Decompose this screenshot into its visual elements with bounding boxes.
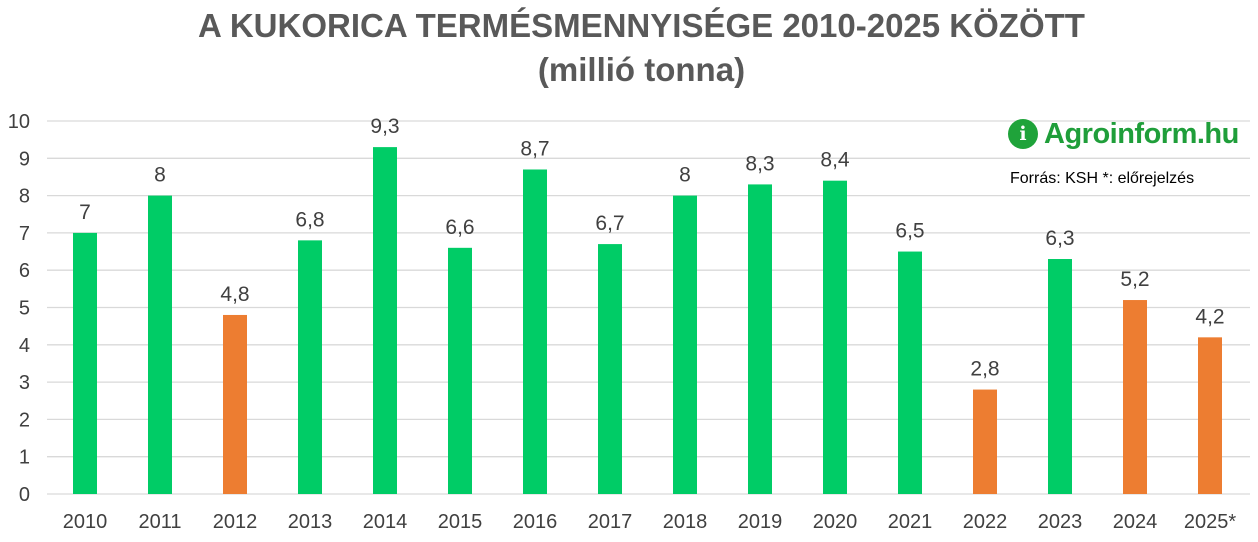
x-tick-label: 2016 bbox=[513, 511, 558, 533]
data-label: 6,7 bbox=[595, 212, 624, 235]
y-tick-label: 9 bbox=[19, 148, 30, 170]
bar bbox=[148, 195, 172, 494]
x-tick-label: 2014 bbox=[363, 511, 408, 533]
data-label: 4,2 bbox=[1195, 305, 1224, 328]
data-labels: 7 8 4,8 6,8 9,3 6,6 8,7 6,7 8 8,3 8,4 6,5 2,8 6,3 5,2 4… bbox=[79, 115, 1224, 380]
y-tick-label: 5 bbox=[19, 298, 30, 320]
agroinform-logo: i Agroinform.hu bbox=[1008, 112, 1258, 156]
data-label: 5,2 bbox=[1120, 268, 1149, 291]
data-label: 4,8 bbox=[220, 283, 249, 306]
x-tick-label: 2013 bbox=[288, 511, 333, 533]
x-tick-label: 2011 bbox=[138, 511, 181, 533]
bar bbox=[898, 251, 922, 494]
bar bbox=[1048, 259, 1072, 494]
y-tick-label: 1 bbox=[19, 447, 30, 469]
x-tick-label: 2010 bbox=[63, 511, 108, 533]
data-label: 6,3 bbox=[1045, 227, 1074, 250]
chart-title: A KUKORICA TERMÉSMENNYISÉGE 2010-2025 KÖ… bbox=[0, 4, 1258, 92]
data-label: 8,4 bbox=[820, 149, 850, 172]
bar bbox=[748, 184, 772, 494]
y-tick-label: 4 bbox=[19, 335, 30, 357]
data-label: 8,7 bbox=[520, 137, 549, 160]
x-tick-label: 2024 bbox=[1113, 511, 1158, 533]
chart-subtitle: (millió tonna) bbox=[537, 51, 746, 88]
x-tick-label: 2017 bbox=[588, 511, 633, 533]
data-label: 8 bbox=[679, 164, 691, 187]
agroinform-logo-icon: i bbox=[1008, 119, 1038, 149]
x-axis-ticks: 2010 2011 2012 2013 2014 2015 2016 2017 2018 2019… bbox=[63, 511, 1237, 533]
x-tick-label: 2019 bbox=[738, 511, 783, 533]
data-label: 6,6 bbox=[445, 216, 474, 239]
y-tick-label: 2 bbox=[19, 409, 30, 431]
bar bbox=[73, 232, 97, 494]
data-label: 8,3 bbox=[745, 152, 774, 175]
y-tick-label: 10 bbox=[8, 111, 30, 133]
bar bbox=[1198, 337, 1222, 494]
data-label: 6,5 bbox=[895, 220, 924, 243]
x-tick-label: 2023 bbox=[1038, 511, 1083, 533]
bar bbox=[523, 169, 547, 495]
x-tick-label: 2021 bbox=[888, 511, 933, 533]
bar bbox=[1123, 300, 1147, 494]
data-label: 2,8 bbox=[970, 358, 999, 381]
x-tick-label: 2022 bbox=[963, 511, 1008, 533]
source-note: Forrás: KSH *: előrejelzés bbox=[1010, 170, 1195, 187]
chart-title-line1: A KUKORICA TERMÉSMENNYISÉGE 2010-2025 KÖ… bbox=[198, 7, 1085, 44]
x-tick-label: 2025* bbox=[1184, 511, 1236, 533]
bar bbox=[973, 389, 997, 494]
logo-text: Agroinform.hu bbox=[1044, 117, 1239, 150]
bar bbox=[223, 314, 247, 494]
y-tick-label: 8 bbox=[19, 186, 30, 208]
x-tick-label: 2018 bbox=[663, 511, 708, 533]
bar bbox=[298, 240, 322, 494]
bar bbox=[448, 247, 472, 494]
data-label: 6,8 bbox=[295, 208, 324, 231]
data-label: 7 bbox=[79, 201, 91, 224]
x-tick-label: 2020 bbox=[813, 511, 858, 533]
y-tick-label: 0 bbox=[19, 484, 30, 506]
bar bbox=[373, 147, 397, 495]
bars bbox=[73, 147, 1222, 495]
x-tick-label: 2015 bbox=[438, 511, 483, 533]
data-label: 9,3 bbox=[370, 115, 399, 138]
bar bbox=[673, 195, 697, 494]
y-tick-label: 6 bbox=[19, 260, 30, 282]
bar bbox=[598, 244, 622, 494]
y-tick-label: 7 bbox=[19, 223, 30, 245]
bar bbox=[823, 180, 847, 494]
y-axis-ticks: 0 1 2 3 4 5 6 7 8 9 10 bbox=[8, 111, 30, 506]
x-tick-label: 2012 bbox=[213, 511, 258, 533]
y-tick-label: 3 bbox=[19, 372, 30, 394]
data-label: 8 bbox=[154, 164, 166, 187]
